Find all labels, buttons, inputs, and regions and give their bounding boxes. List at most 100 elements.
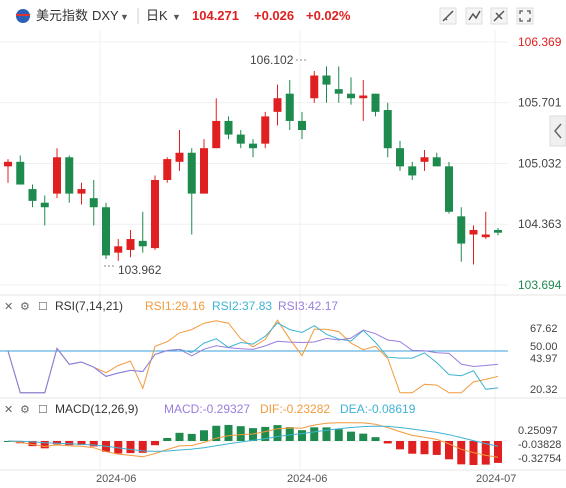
- candle-body: [310, 75, 319, 99]
- macd-bar: [187, 433, 196, 441]
- candle-body: [469, 229, 478, 235]
- symbol-dropdown-icon[interactable]: ▼: [120, 12, 129, 22]
- dif-line: [7, 422, 499, 458]
- macd-lines: [7, 422, 499, 458]
- candle-body: [408, 166, 417, 176]
- header-bar: 美元指数 DXY ▼ 日K ▼ 104.271 +0.026 +0.02%: [16, 7, 534, 25]
- y-tick-label: 105.701: [518, 96, 562, 110]
- macd-bar: [408, 441, 417, 454]
- period-selector[interactable]: 日K: [146, 8, 168, 23]
- settings-icon[interactable]: [490, 7, 508, 25]
- rsi-close-icon[interactable]: ✕: [4, 301, 13, 313]
- macd-bar: [236, 426, 245, 441]
- rsi-tick-1: 67.62: [530, 323, 558, 335]
- macd-tick-1: 0.25097: [518, 425, 558, 437]
- macd-value: MACD:-0.29327: [164, 402, 250, 416]
- rsi-tick-2: 50.00: [530, 341, 558, 353]
- macd-label: MACD(12,26,9): [55, 402, 138, 416]
- candle-body: [298, 120, 306, 131]
- price-axis: 106.369 105.701 105.032 104.363 103.694: [518, 35, 562, 292]
- rsi-settings-icon[interactable]: ⚙: [20, 301, 30, 313]
- candle-body: [334, 89, 343, 94]
- macd-bar: [53, 441, 61, 445]
- y-tick-label: 105.032: [518, 156, 562, 170]
- candle-body: [371, 93, 380, 112]
- macd-histogram: [0, 424, 508, 465]
- y-tick-label: 103.694: [518, 278, 562, 292]
- macd-header: ✕ ⚙ ☐ MACD(12,26,9) MACD:-0.29327 DIF:-0…: [4, 402, 416, 416]
- x-label-3: 2024-07: [476, 473, 516, 485]
- candle-body: [28, 189, 37, 201]
- macd-bar: [126, 441, 135, 454]
- candle-body: [151, 179, 159, 249]
- price-change-pct: +0.02%: [306, 8, 351, 23]
- draw-line-icon[interactable]: [439, 7, 457, 25]
- macd-bar: [114, 441, 123, 454]
- candle-body: [359, 95, 368, 99]
- rsi-label: RSI(7,14,21): [55, 299, 123, 313]
- candle-body: [77, 189, 86, 194]
- dif-value: DIF:-0.23282: [260, 402, 330, 416]
- macd-bar: [224, 424, 233, 441]
- candle-body: [261, 116, 270, 144]
- candle-body: [114, 246, 123, 253]
- us-flag-stripe: [16, 14, 30, 16]
- candle-body: [420, 157, 429, 162]
- macd-close-icon[interactable]: ✕: [4, 404, 13, 416]
- candle-body: [445, 166, 453, 212]
- symbol-code[interactable]: DXY: [92, 8, 119, 23]
- candle-body: [383, 110, 392, 149]
- candle-body: [432, 157, 441, 167]
- candle-body: [322, 75, 331, 85]
- candle-body: [102, 207, 110, 256]
- y-tick-label: 104.363: [518, 217, 562, 231]
- candle-body: [212, 120, 221, 149]
- candle-body: [175, 152, 184, 162]
- macd-bar: [383, 441, 392, 444]
- collapse-panel-button[interactable]: [549, 115, 566, 147]
- candle-body: [65, 157, 74, 194]
- period-dropdown-icon[interactable]: ▼: [172, 12, 181, 22]
- macd-bar: [494, 441, 502, 463]
- high-annotation: 106.102: [250, 53, 294, 67]
- macd-bar: [40, 441, 49, 449]
- rsi2-value: RSI2:37.83: [212, 299, 272, 313]
- macd-bar: [163, 438, 172, 441]
- rsi3-line: [7, 329, 499, 394]
- last-price: 104.271: [192, 8, 239, 23]
- macd-bar: [285, 427, 294, 441]
- macd-bar: [371, 437, 380, 441]
- dea-value: DEA:-0.08619: [340, 402, 416, 416]
- macd-bar: [310, 427, 319, 441]
- candle-body: [494, 229, 502, 233]
- candle-body: [138, 240, 147, 247]
- price-change: +0.026: [254, 8, 294, 23]
- rsi1-value: RSI1:29.16: [145, 299, 205, 313]
- candle-body: [285, 93, 294, 121]
- macd-bar: [298, 430, 306, 441]
- dea-line: [7, 425, 499, 452]
- macd-bar: [77, 441, 86, 446]
- macd-tick-3: -0.32754: [518, 453, 561, 465]
- fullscreen-icon[interactable]: [516, 7, 534, 25]
- macd-bar: [138, 441, 147, 453]
- macd-bar: [432, 441, 441, 455]
- rsi-tick-4: 20.32: [530, 384, 558, 396]
- macd-bar: [28, 441, 37, 447]
- candle-body: [16, 161, 25, 185]
- macd-bar: [175, 432, 184, 441]
- indicator-icon[interactable]: [465, 7, 483, 25]
- macd-bar: [457, 441, 466, 465]
- rsi-toggle-icon[interactable]: ☐: [38, 301, 48, 313]
- symbol-name: 美元指数: [36, 8, 88, 23]
- macd-bar: [273, 425, 282, 441]
- macd-bar: [445, 441, 453, 460]
- macd-bar: [249, 428, 257, 441]
- macd-bar: [212, 425, 221, 441]
- macd-settings-icon[interactable]: ⚙: [20, 404, 30, 416]
- macd-bar: [396, 441, 404, 450]
- macd-toggle-icon[interactable]: ☐: [38, 404, 48, 416]
- candle-body: [53, 157, 61, 194]
